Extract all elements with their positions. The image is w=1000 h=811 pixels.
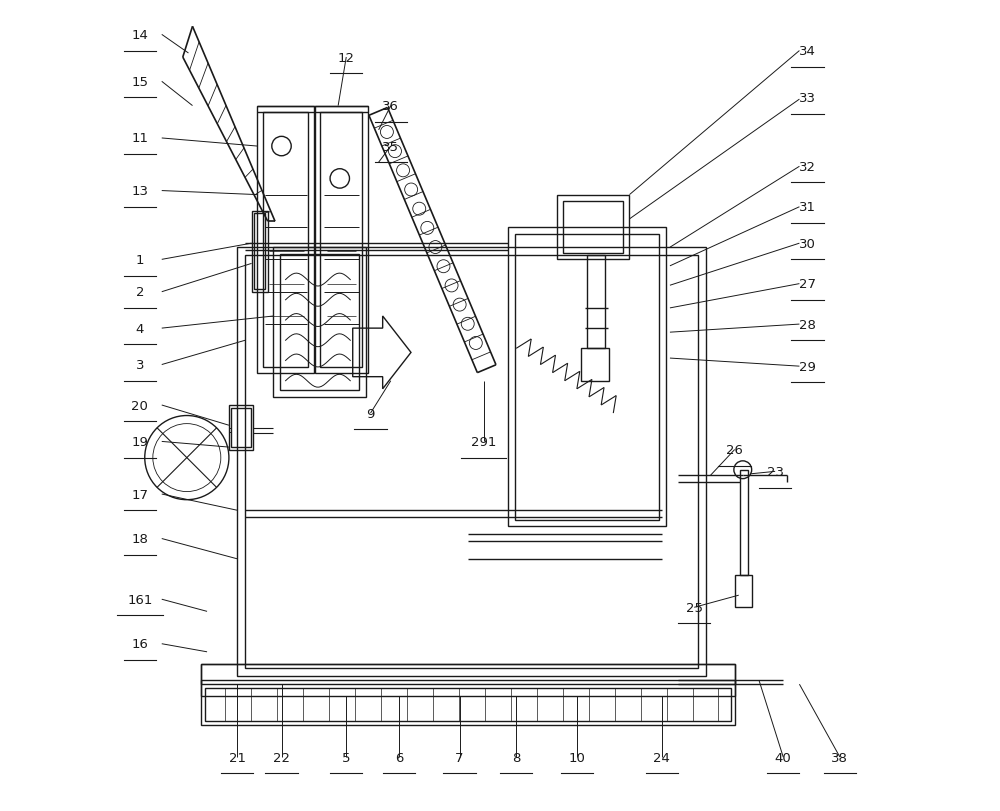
Bar: [229, 406, 253, 450]
Text: 10: 10: [568, 751, 585, 764]
Bar: [320, 113, 362, 367]
Text: 35: 35: [382, 140, 399, 153]
Text: 30: 30: [799, 238, 816, 251]
Text: 6: 6: [395, 751, 403, 764]
Text: 5: 5: [342, 751, 350, 764]
Text: 31: 31: [799, 201, 816, 214]
Text: 11: 11: [131, 132, 148, 145]
Text: 15: 15: [131, 75, 148, 88]
Text: 3: 3: [136, 358, 144, 371]
Text: 18: 18: [131, 532, 148, 545]
Text: 16: 16: [131, 637, 148, 650]
Bar: [237, 248, 706, 676]
Text: 29: 29: [799, 360, 816, 373]
Bar: [245, 256, 698, 668]
Text: 12: 12: [338, 51, 355, 64]
Text: 28: 28: [799, 318, 816, 331]
Bar: [252, 212, 268, 292]
Text: 27: 27: [799, 278, 816, 291]
Text: 33: 33: [799, 92, 816, 105]
Bar: [563, 202, 623, 254]
Bar: [257, 106, 314, 373]
Bar: [231, 409, 251, 448]
Bar: [280, 255, 359, 391]
Text: 161: 161: [127, 593, 153, 606]
Bar: [515, 235, 659, 521]
Text: 26: 26: [726, 444, 743, 457]
Text: 21: 21: [229, 751, 246, 764]
Text: 291: 291: [471, 436, 497, 448]
Text: 22: 22: [273, 751, 290, 764]
Bar: [263, 113, 308, 367]
Text: 34: 34: [799, 45, 816, 58]
Text: 25: 25: [686, 601, 703, 614]
Bar: [201, 664, 735, 697]
Text: 32: 32: [799, 161, 816, 174]
Bar: [273, 248, 366, 397]
Text: 17: 17: [131, 488, 148, 501]
Text: 4: 4: [136, 322, 144, 335]
Bar: [581, 349, 609, 381]
Bar: [201, 680, 735, 725]
Bar: [735, 575, 752, 607]
Bar: [201, 664, 735, 684]
Bar: [205, 689, 731, 721]
Text: 9: 9: [366, 407, 375, 420]
Bar: [508, 228, 666, 526]
Text: 40: 40: [775, 751, 792, 764]
Text: 19: 19: [131, 436, 148, 448]
Text: 7: 7: [455, 751, 464, 764]
Text: 20: 20: [131, 399, 148, 412]
Text: 24: 24: [653, 751, 670, 764]
Text: 36: 36: [382, 100, 399, 113]
Text: 8: 8: [512, 751, 520, 764]
Bar: [557, 195, 629, 260]
Text: 13: 13: [131, 185, 148, 198]
Text: 2: 2: [136, 285, 144, 298]
Bar: [315, 106, 368, 373]
Bar: [587, 256, 605, 349]
Text: 23: 23: [767, 466, 784, 478]
Bar: [254, 214, 265, 290]
Text: 1: 1: [136, 254, 144, 267]
Text: 14: 14: [131, 29, 148, 42]
Text: 38: 38: [831, 751, 848, 764]
Bar: [740, 470, 748, 575]
